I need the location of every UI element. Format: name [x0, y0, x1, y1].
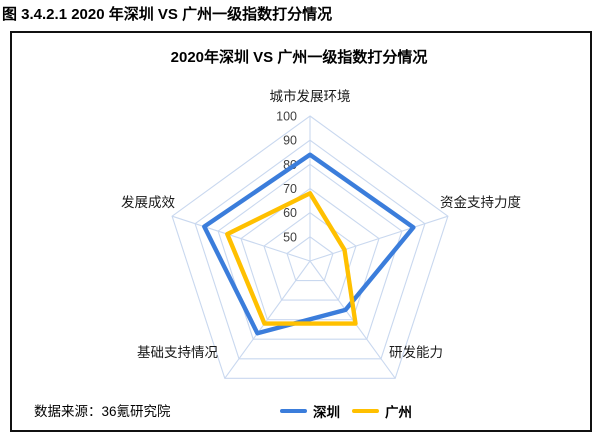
axis-label-2: 研发能力 — [389, 345, 443, 360]
tick-label-60: 60 — [283, 206, 297, 220]
tick-label-100: 100 — [276, 110, 297, 124]
legend-label-guangzhou: 广州 — [385, 405, 412, 420]
axis-label-0: 城市发展环境 — [270, 88, 351, 104]
chart-frame — [10, 31, 592, 432]
chart-legend: 深圳 广州 — [280, 401, 412, 421]
axis-spoke-2 — [309, 260, 396, 379]
legend-label-shenzhen: 深圳 — [313, 405, 340, 420]
legend-item-shenzhen: 深圳 — [280, 401, 340, 421]
chart-title: 2020年深圳 VS 广州一级指数打分情况 — [170, 49, 428, 66]
series-polygon-1 — [225, 191, 358, 326]
shenzhen-line-swatch — [280, 409, 307, 413]
data-source-label: 数据来源：36氪研究院 — [34, 404, 171, 419]
axis-spoke-4 — [171, 215, 311, 262]
guangzhou-line-swatch — [352, 409, 379, 413]
series-polygon-0 — [202, 152, 416, 336]
tick-label-70: 70 — [283, 182, 297, 196]
axis-spoke-3 — [224, 260, 311, 379]
figure-caption: 图 3.4.2.1 2020 年深圳 VS 广州一级指数打分情况 — [2, 6, 333, 23]
tick-label-90: 90 — [283, 134, 297, 148]
axis-label-4: 发展成效 — [121, 195, 175, 210]
grid-ring-50 — [286, 236, 334, 282]
axis-label-1: 资金支持力度 — [440, 195, 521, 210]
grid-ring-80 — [217, 163, 403, 340]
axis-spoke-1 — [309, 215, 449, 262]
tick-label-50: 50 — [283, 230, 297, 244]
grid-ring-60 — [263, 212, 357, 301]
grid-ring-90 — [194, 139, 426, 360]
axis-label-3: 基础支持情况 — [137, 344, 218, 360]
grid-ring-100 — [171, 115, 449, 379]
legend-item-guangzhou: 广州 — [352, 401, 412, 421]
